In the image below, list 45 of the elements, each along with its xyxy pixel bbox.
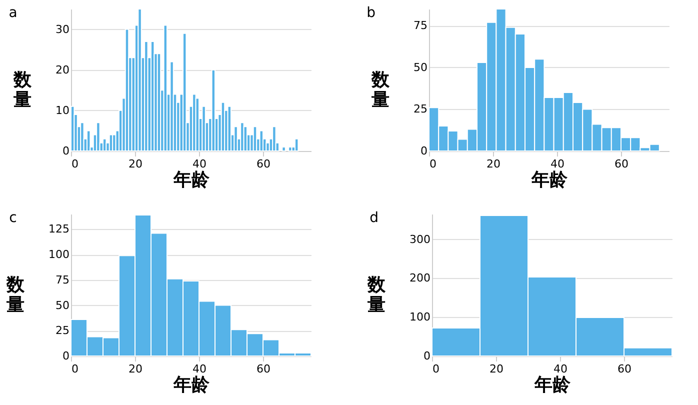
y-tick-label: 0	[420, 144, 428, 158]
y-axis-title: 数量	[12, 70, 33, 110]
y-tick-label: 50	[414, 60, 428, 74]
x-axis-title: 年龄	[534, 374, 572, 396]
x-tick-label: 20	[486, 158, 500, 170]
y-tick-label: 25	[56, 324, 70, 338]
x-tick-label: 40	[550, 158, 564, 170]
y-tick-label: 0	[62, 144, 70, 158]
y-axis-title: 数量	[370, 70, 391, 110]
x-axis-title: 年龄	[172, 374, 210, 396]
x-tick-label: 60	[256, 362, 270, 376]
y-tick-label: 50	[56, 298, 70, 312]
y-tick-label: 75	[56, 273, 70, 286]
text: d	[370, 210, 378, 226]
y-tick-label: 100	[48, 248, 70, 262]
x-tick-label: 40	[554, 362, 568, 376]
y-tick-label: 20	[56, 63, 70, 76]
y-tick-label: 30	[56, 22, 70, 36]
y-axis-title: 数量	[6, 274, 26, 316]
x-axis-title: 年龄	[530, 170, 568, 190]
y-tick-label: 125	[48, 222, 70, 236]
text: b	[366, 5, 376, 21]
x-axis-title: 年龄	[172, 170, 210, 190]
x-tick-label: 0	[72, 158, 78, 170]
y-tick-label: 300	[410, 232, 430, 246]
x-tick-label: 60	[256, 158, 270, 170]
y-tick-label: 25	[414, 102, 428, 116]
x-tick-label: 20	[490, 362, 504, 376]
x-tick-label: 0	[432, 362, 440, 376]
y-tick-label: 100	[410, 310, 430, 324]
x-tick-label: 60	[618, 362, 632, 376]
y-tick-label: 0	[424, 350, 430, 362]
y-axis-title: 数量	[366, 274, 387, 316]
text: a	[8, 5, 18, 21]
x-tick-label: 60	[614, 158, 628, 170]
y-tick-label: 200	[410, 272, 430, 285]
x-tick-label: 40	[192, 158, 206, 170]
y-tick-label: 0	[62, 350, 70, 362]
x-tick-label: 20	[128, 158, 142, 170]
y-tick-label: 75	[414, 19, 428, 32]
x-tick-label: 20	[128, 362, 142, 376]
x-tick-label: 0	[72, 362, 78, 376]
y-tick-label: 10	[56, 104, 70, 117]
x-tick-label: 40	[192, 362, 206, 376]
text: c	[9, 210, 17, 226]
